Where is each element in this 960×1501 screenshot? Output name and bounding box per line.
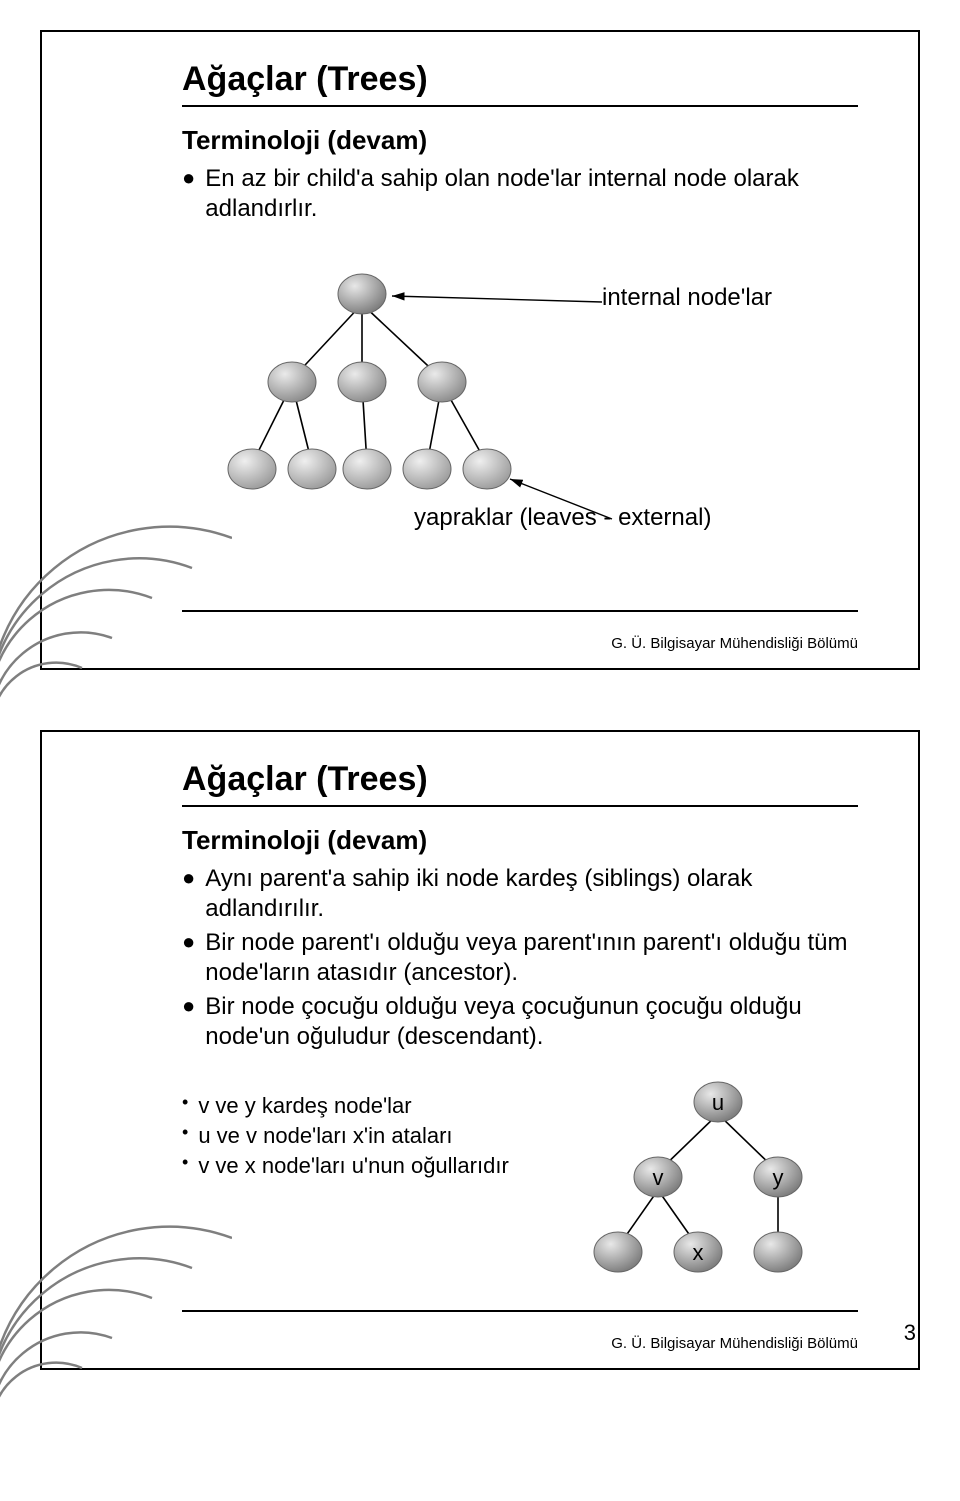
slide-1-inner: Ağaçlar (Trees) Terminoloji (devam) ● En… <box>42 32 918 668</box>
slide2-subbullet-2: • u ve v node'ları x'in ataları <box>182 1122 578 1150</box>
slide1-figure: internal node'lar yapraklar (leaves - ex… <box>182 254 858 554</box>
slide-2: Ağaçlar (Trees) Terminoloji (devam) ● Ay… <box>40 730 920 1370</box>
svg-text:x: x <box>693 1240 704 1265</box>
slide1-annot-internal: internal node'lar <box>602 284 772 312</box>
bullet-dot-icon: ● <box>182 928 195 956</box>
bullet-dot-icon: ● <box>182 992 195 1020</box>
slide1-title: Ağaçlar (Trees) <box>182 60 858 99</box>
slide2-sub-bullets: • v ve y kardeş node'lar • u ve v node'l… <box>182 1092 578 1182</box>
slide2-subbullet-3-text: v ve x node'ları u'nun oğullarıdır <box>198 1152 508 1180</box>
bullet-dot-icon: • <box>182 1092 188 1113</box>
slide2-subbullet-3: • v ve x node'ları u'nun oğullarıdır <box>182 1152 578 1180</box>
page: Ağaçlar (Trees) Terminoloji (devam) ● En… <box>0 30 960 1370</box>
slide2-bullet-1-text: Aynı parent'a sahip iki node kardeş (sib… <box>205 864 858 924</box>
slide1-title-rule <box>182 105 858 107</box>
bullet-dot-icon: • <box>182 1152 188 1173</box>
slide1-subtitle: Terminoloji (devam) <box>182 125 858 156</box>
slide1-footer: G. Ü. Bilgisayar Mühendisliği Bölümü <box>611 635 858 652</box>
slide1-bullet-1-text: En az bir child'a sahip olan node'lar in… <box>205 164 858 224</box>
slide2-bullet-3: ● Bir node çocuğu olduğu veya çocuğunun … <box>182 992 858 1052</box>
slide1-annot-leaves: yapraklar (leaves - external) <box>414 504 711 532</box>
bullet-dot-icon: ● <box>182 164 195 192</box>
slide2-title: Ağaçlar (Trees) <box>182 760 858 799</box>
slide1-footer-rule <box>182 610 858 612</box>
slide2-footer: G. Ü. Bilgisayar Mühendisliği Bölümü <box>611 1335 858 1352</box>
slide2-bullet-2-text: Bir node parent'ı olduğu veya parent'ını… <box>205 928 858 988</box>
slide2-subbullet-1-text: v ve y kardeş node'lar <box>198 1092 411 1120</box>
slide2-lower: • v ve y kardeş node'lar • u ve v node'l… <box>182 1072 858 1292</box>
slide2-title-rule <box>182 805 858 807</box>
slide-2-inner: Ağaçlar (Trees) Terminoloji (devam) ● Ay… <box>42 732 918 1368</box>
bullet-dot-icon: ● <box>182 864 195 892</box>
slide2-bullet-1: ● Aynı parent'a sahip iki node kardeş (s… <box>182 864 858 924</box>
slide2-subbullet-2-text: u ve v node'ları x'in ataları <box>198 1122 452 1150</box>
slide2-bullet-2: ● Bir node parent'ı olduğu veya parent'ı… <box>182 928 858 988</box>
svg-text:v: v <box>653 1165 664 1190</box>
slide2-tree-svg: u v y x <box>578 1072 858 1292</box>
bullet-dot-icon: • <box>182 1122 188 1143</box>
slide2-bullet-3-text: Bir node çocuğu olduğu veya çocuğunun ço… <box>205 992 858 1052</box>
slide-1: Ağaçlar (Trees) Terminoloji (devam) ● En… <box>40 30 920 670</box>
slide1-bullet-1: ● En az bir child'a sahip olan node'lar … <box>182 164 858 224</box>
page-number: 3 <box>904 1320 916 1346</box>
slide2-subtitle: Terminoloji (devam) <box>182 825 858 856</box>
slide2-subbullet-1: • v ve y kardeş node'lar <box>182 1092 578 1120</box>
slide2-footer-rule <box>182 1310 858 1312</box>
slide1-tree-svg <box>182 254 882 534</box>
svg-text:y: y <box>773 1165 784 1190</box>
svg-text:u: u <box>712 1090 724 1115</box>
